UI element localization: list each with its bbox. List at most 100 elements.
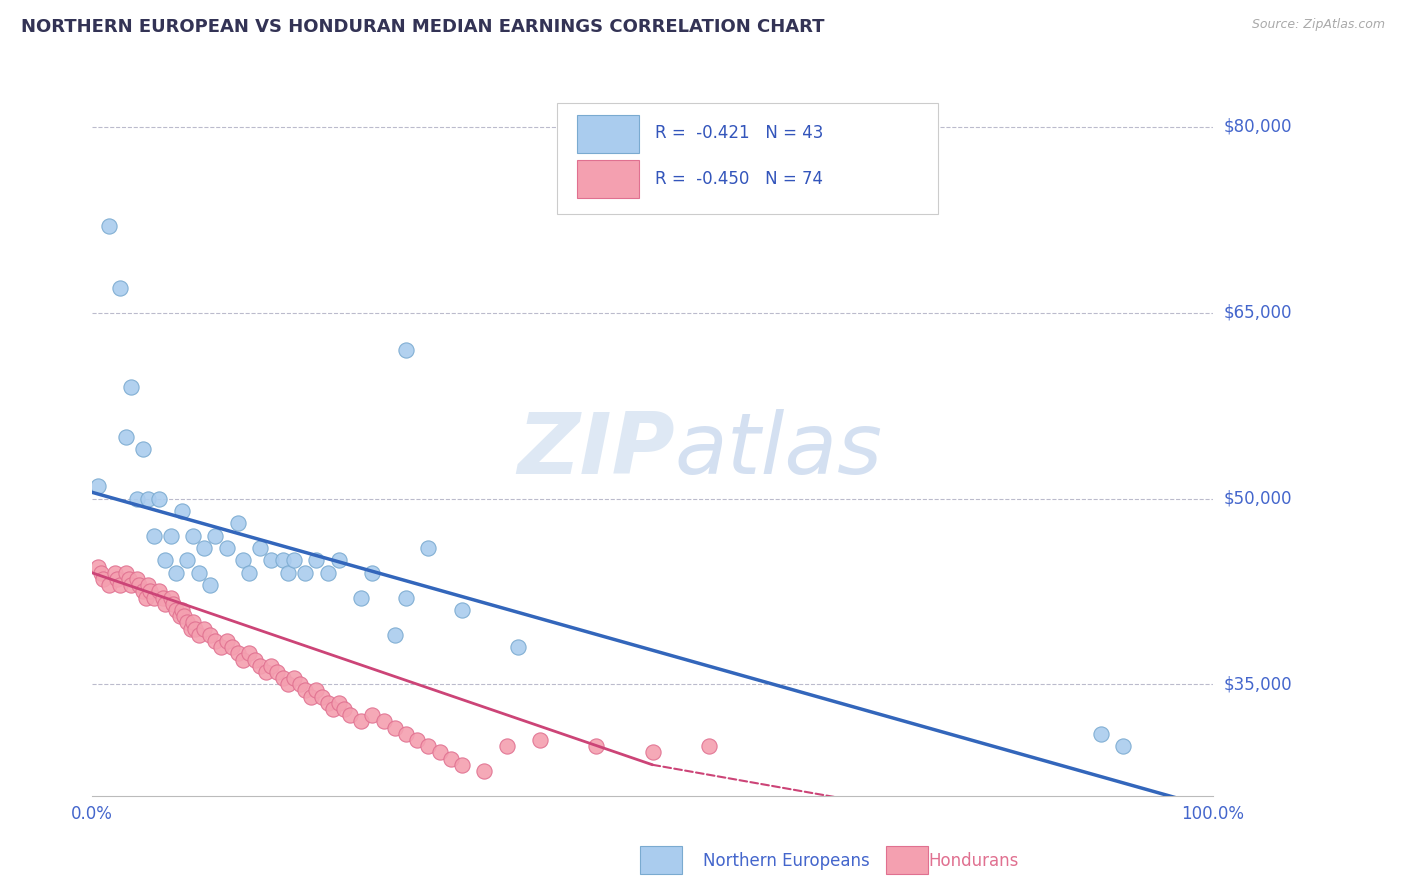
Point	[328, 696, 350, 710]
Point	[226, 516, 249, 531]
Point	[283, 553, 305, 567]
Text: Northern Europeans: Northern Europeans	[703, 852, 870, 870]
Point	[451, 603, 474, 617]
Point	[170, 504, 193, 518]
Point	[198, 578, 221, 592]
Point	[243, 652, 266, 666]
Point	[87, 559, 110, 574]
Point	[288, 677, 311, 691]
Point	[299, 690, 322, 704]
Point	[311, 690, 333, 704]
Point	[506, 640, 529, 654]
Point	[148, 584, 170, 599]
Point	[249, 541, 271, 555]
Point	[451, 757, 474, 772]
Point	[120, 578, 142, 592]
Point	[170, 603, 193, 617]
Point	[249, 658, 271, 673]
Point	[98, 219, 121, 233]
Point	[180, 622, 202, 636]
Point	[105, 572, 128, 586]
Point	[193, 541, 215, 555]
Point	[93, 572, 115, 586]
Point	[384, 721, 406, 735]
Point	[266, 665, 288, 679]
Point	[271, 553, 294, 567]
Point	[474, 764, 496, 778]
Point	[128, 578, 150, 592]
Point	[193, 622, 215, 636]
Point	[215, 634, 238, 648]
Point	[277, 677, 299, 691]
Point	[232, 652, 254, 666]
Point	[98, 578, 121, 592]
Point	[114, 566, 136, 580]
Point	[198, 628, 221, 642]
Point	[136, 578, 159, 592]
Point	[131, 584, 153, 599]
Point	[165, 603, 187, 617]
Point	[585, 739, 607, 754]
Point	[260, 553, 283, 567]
Point	[209, 640, 232, 654]
Point	[153, 553, 176, 567]
Point	[162, 597, 184, 611]
Point	[697, 739, 720, 754]
Point	[176, 615, 198, 630]
Point	[108, 578, 131, 592]
Point	[316, 566, 339, 580]
Point	[254, 665, 277, 679]
Point	[641, 746, 664, 760]
Point	[395, 591, 418, 605]
Text: ZIP: ZIP	[517, 409, 675, 492]
Text: R =  -0.450   N = 74: R = -0.450 N = 74	[655, 170, 823, 188]
Point	[165, 566, 187, 580]
Point	[125, 572, 148, 586]
Point	[142, 591, 165, 605]
Point	[384, 628, 406, 642]
Point	[215, 541, 238, 555]
Point	[176, 553, 198, 567]
Point	[406, 733, 429, 747]
Point	[173, 609, 195, 624]
Point	[187, 628, 209, 642]
Point	[328, 553, 350, 567]
Point	[529, 733, 551, 747]
Point	[204, 529, 226, 543]
Text: atlas: atlas	[675, 409, 883, 492]
Point	[131, 442, 153, 456]
Text: $50,000: $50,000	[1225, 490, 1292, 508]
Point	[181, 529, 204, 543]
Point	[495, 739, 517, 754]
Point	[440, 751, 463, 765]
Point	[333, 702, 356, 716]
Text: Source: ZipAtlas.com: Source: ZipAtlas.com	[1251, 18, 1385, 31]
Point	[90, 566, 112, 580]
Point	[181, 615, 204, 630]
Point	[294, 566, 316, 580]
Point	[322, 702, 344, 716]
FancyBboxPatch shape	[557, 103, 938, 214]
FancyBboxPatch shape	[578, 115, 640, 153]
Point	[305, 553, 328, 567]
Point	[139, 584, 162, 599]
Point	[260, 658, 283, 673]
Point	[226, 646, 249, 660]
Point	[221, 640, 243, 654]
Point	[153, 597, 176, 611]
Point	[361, 566, 384, 580]
Point	[316, 696, 339, 710]
Point	[152, 591, 174, 605]
Text: Hondurans: Hondurans	[928, 852, 1018, 870]
Point	[373, 714, 395, 729]
Point	[159, 529, 181, 543]
Point	[232, 553, 254, 567]
Point	[187, 566, 209, 580]
Point	[361, 708, 384, 723]
Point	[277, 566, 299, 580]
FancyBboxPatch shape	[578, 160, 640, 198]
Point	[395, 727, 418, 741]
Point	[418, 739, 440, 754]
Point	[148, 491, 170, 506]
Point	[350, 591, 373, 605]
